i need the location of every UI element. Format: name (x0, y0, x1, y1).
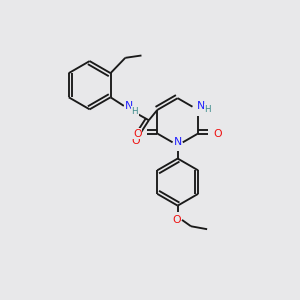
Text: O: O (131, 136, 140, 146)
Text: H: H (131, 107, 138, 116)
Text: O: O (172, 215, 181, 225)
Text: O: O (214, 128, 222, 139)
Text: N: N (174, 137, 182, 147)
Text: H: H (204, 105, 211, 114)
Text: N: N (197, 101, 205, 111)
Text: N: N (125, 100, 133, 110)
Text: O: O (133, 128, 142, 139)
